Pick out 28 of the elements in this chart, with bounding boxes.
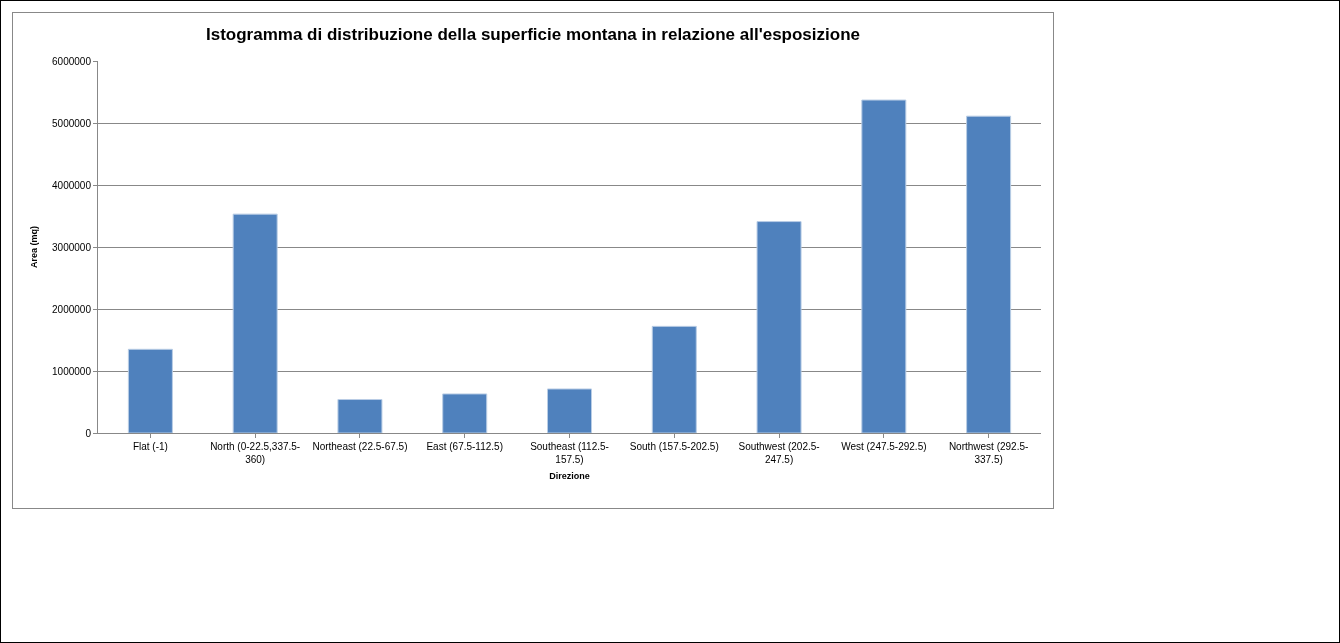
x-tick-label: Northwest (292.5-337.5) [948,441,1029,465]
x-tick-label: South (157.5-202.5) [629,441,719,452]
x-tick-label: East (67.5-112.5) [426,441,503,452]
bar [127,348,173,433]
bar [966,115,1012,433]
y-tick-label: 0 [85,427,92,439]
y-tick-label: 3000000 [52,241,92,253]
chart-title: Istogramma di distribuzione della superficie montana in relazione all'esposizione [206,24,860,44]
y-tick-label: 2000000 [52,303,92,315]
x-tick-label: Southwest (202.5-247.5) [738,441,820,465]
y-tick-label: 1000000 [52,365,92,377]
x-axis-title: Direzione [549,470,590,481]
bar [442,393,488,433]
x-tick-label: North (0-22.5,337.5-360) [210,441,301,465]
bar [756,221,802,433]
bar [861,99,907,433]
x-tick-label: West (247.5-292.5) [841,441,927,452]
y-tick-label: 4000000 [52,179,92,191]
y-axis-title: Area (mq) [29,225,40,269]
y-tick-label: 5000000 [52,117,92,129]
bar [337,399,383,433]
x-tick-label: Southeast (112.5-157.5) [530,441,609,465]
x-tick-label: Northeast (22.5-67.5) [312,441,408,452]
x-tick-label: Flat (-1) [132,441,168,452]
bar [547,388,592,433]
bar [651,325,697,433]
y-tick-label: 6000000 [52,55,92,67]
bar [232,213,278,433]
